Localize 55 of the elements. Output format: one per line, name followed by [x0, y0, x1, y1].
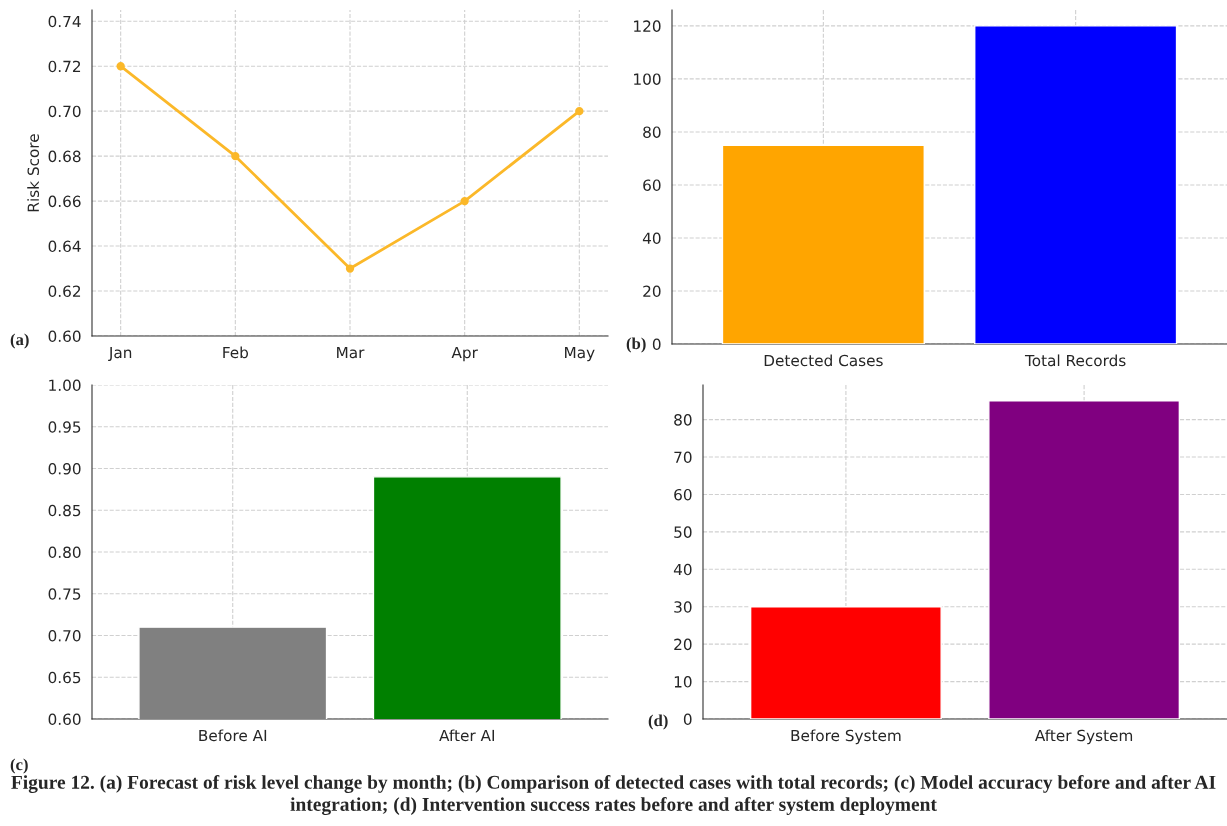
y-tick-label: 0.95 [48, 421, 81, 433]
y-tick-label: 0.72 [48, 60, 81, 73]
y-tick-label: 0.62 [48, 285, 81, 298]
point [345, 264, 355, 273]
y-tick-label: 120 [634, 20, 661, 32]
y-tick-label: 0.60 [48, 330, 81, 343]
text: (c) [10, 758, 28, 774]
y-tick-label: 50 [674, 526, 692, 538]
y-tick-label: 70 [674, 451, 692, 464]
y-tick-label: 100 [634, 73, 661, 85]
y-tick-label: 60 [643, 179, 661, 191]
y-tick-label: 0.75 [48, 588, 81, 600]
y-tick-label: 0.60 [48, 713, 81, 726]
y-tick-label: 60 [674, 488, 692, 501]
x-tick-label: May [565, 346, 595, 362]
y-tick-label: 10 [674, 676, 692, 688]
x-tick-label: Total Records [1024, 354, 1126, 367]
y-axis-title: Risk Score [27, 134, 40, 212]
y-tick-label: 0.70 [48, 105, 81, 118]
x-tick-label: Jan [108, 346, 132, 362]
x-tick-label: After AI [439, 729, 495, 742]
y-tick-label: 0.65 [48, 671, 81, 684]
y-tick-label: 80 [674, 414, 692, 426]
text: (a) [10, 333, 29, 349]
caption: Figure 12. (a) Forecast of risk level change by month; (b) Comparison of detected cases with total records; (c) Model accuracy before and after AI integration; (d) Intervention success rates before and after system deployment [11, 774, 1216, 816]
x-tick-label: Feb [223, 346, 249, 359]
point [231, 151, 240, 161]
y-tick-label: 0.85 [48, 504, 81, 517]
x-tick-label: Before System [791, 729, 901, 745]
y-tick-label: 0.68 [48, 150, 81, 163]
y-tick-label: 40 [673, 563, 692, 576]
y-tick-label: 0 [652, 338, 661, 351]
x-tick-label: After System [1034, 729, 1133, 745]
y-tick-label: 20 [643, 285, 661, 298]
text: (d) [648, 714, 668, 730]
y-tick-label: 0.66 [48, 195, 81, 208]
x-tick-label: Before AI [199, 729, 267, 742]
y-tick-label: 30 [674, 601, 692, 613]
y-tick-label: 0.70 [48, 629, 81, 642]
y-tick-label: 0.80 [48, 546, 81, 559]
y-tick-label: 20 [674, 638, 692, 651]
point [460, 196, 469, 206]
y-tick-label: 0.64 [48, 240, 81, 253]
y-tick-label: 80 [643, 126, 661, 138]
x-tick-label: Mar [337, 346, 365, 359]
point [116, 62, 125, 71]
y-tick-label: 0.74 [48, 15, 81, 28]
point [575, 107, 584, 116]
text: (b) [626, 337, 646, 353]
y-tick-label: 0.90 [48, 462, 81, 475]
y-tick-label: 0 [683, 713, 692, 726]
y-tick-label: 1.00 [49, 379, 81, 392]
x-tick-label: Detected Cases [764, 354, 883, 367]
x-tick-label: Apr [451, 346, 478, 362]
y-tick-label: 40 [642, 232, 661, 244]
